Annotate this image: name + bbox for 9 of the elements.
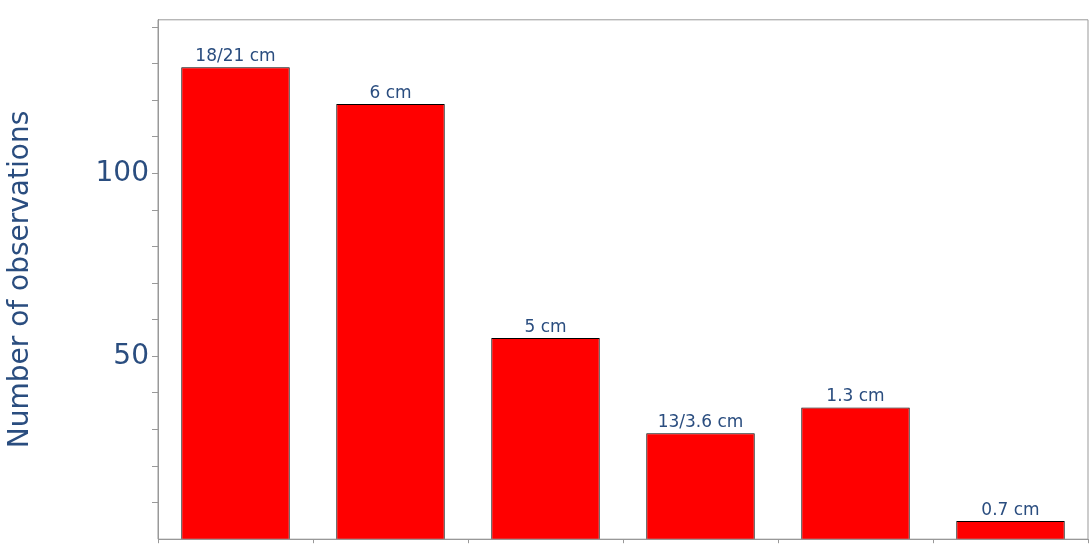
x-tick-label: 6 cm xyxy=(369,81,412,102)
y-axis-title: Number of observations xyxy=(2,110,36,449)
x-tick-label: 13/3.6 cm xyxy=(657,411,744,432)
x-tick-label: 1.3 cm xyxy=(826,385,885,406)
x-tick-label: 5 cm xyxy=(524,315,567,336)
x-tick-label: 0.7 cm xyxy=(981,498,1040,519)
y-tick-label: 100 xyxy=(95,154,149,188)
y-tick-label: 50 xyxy=(113,337,149,371)
x-tick-label: 18/21 cm xyxy=(195,45,276,66)
